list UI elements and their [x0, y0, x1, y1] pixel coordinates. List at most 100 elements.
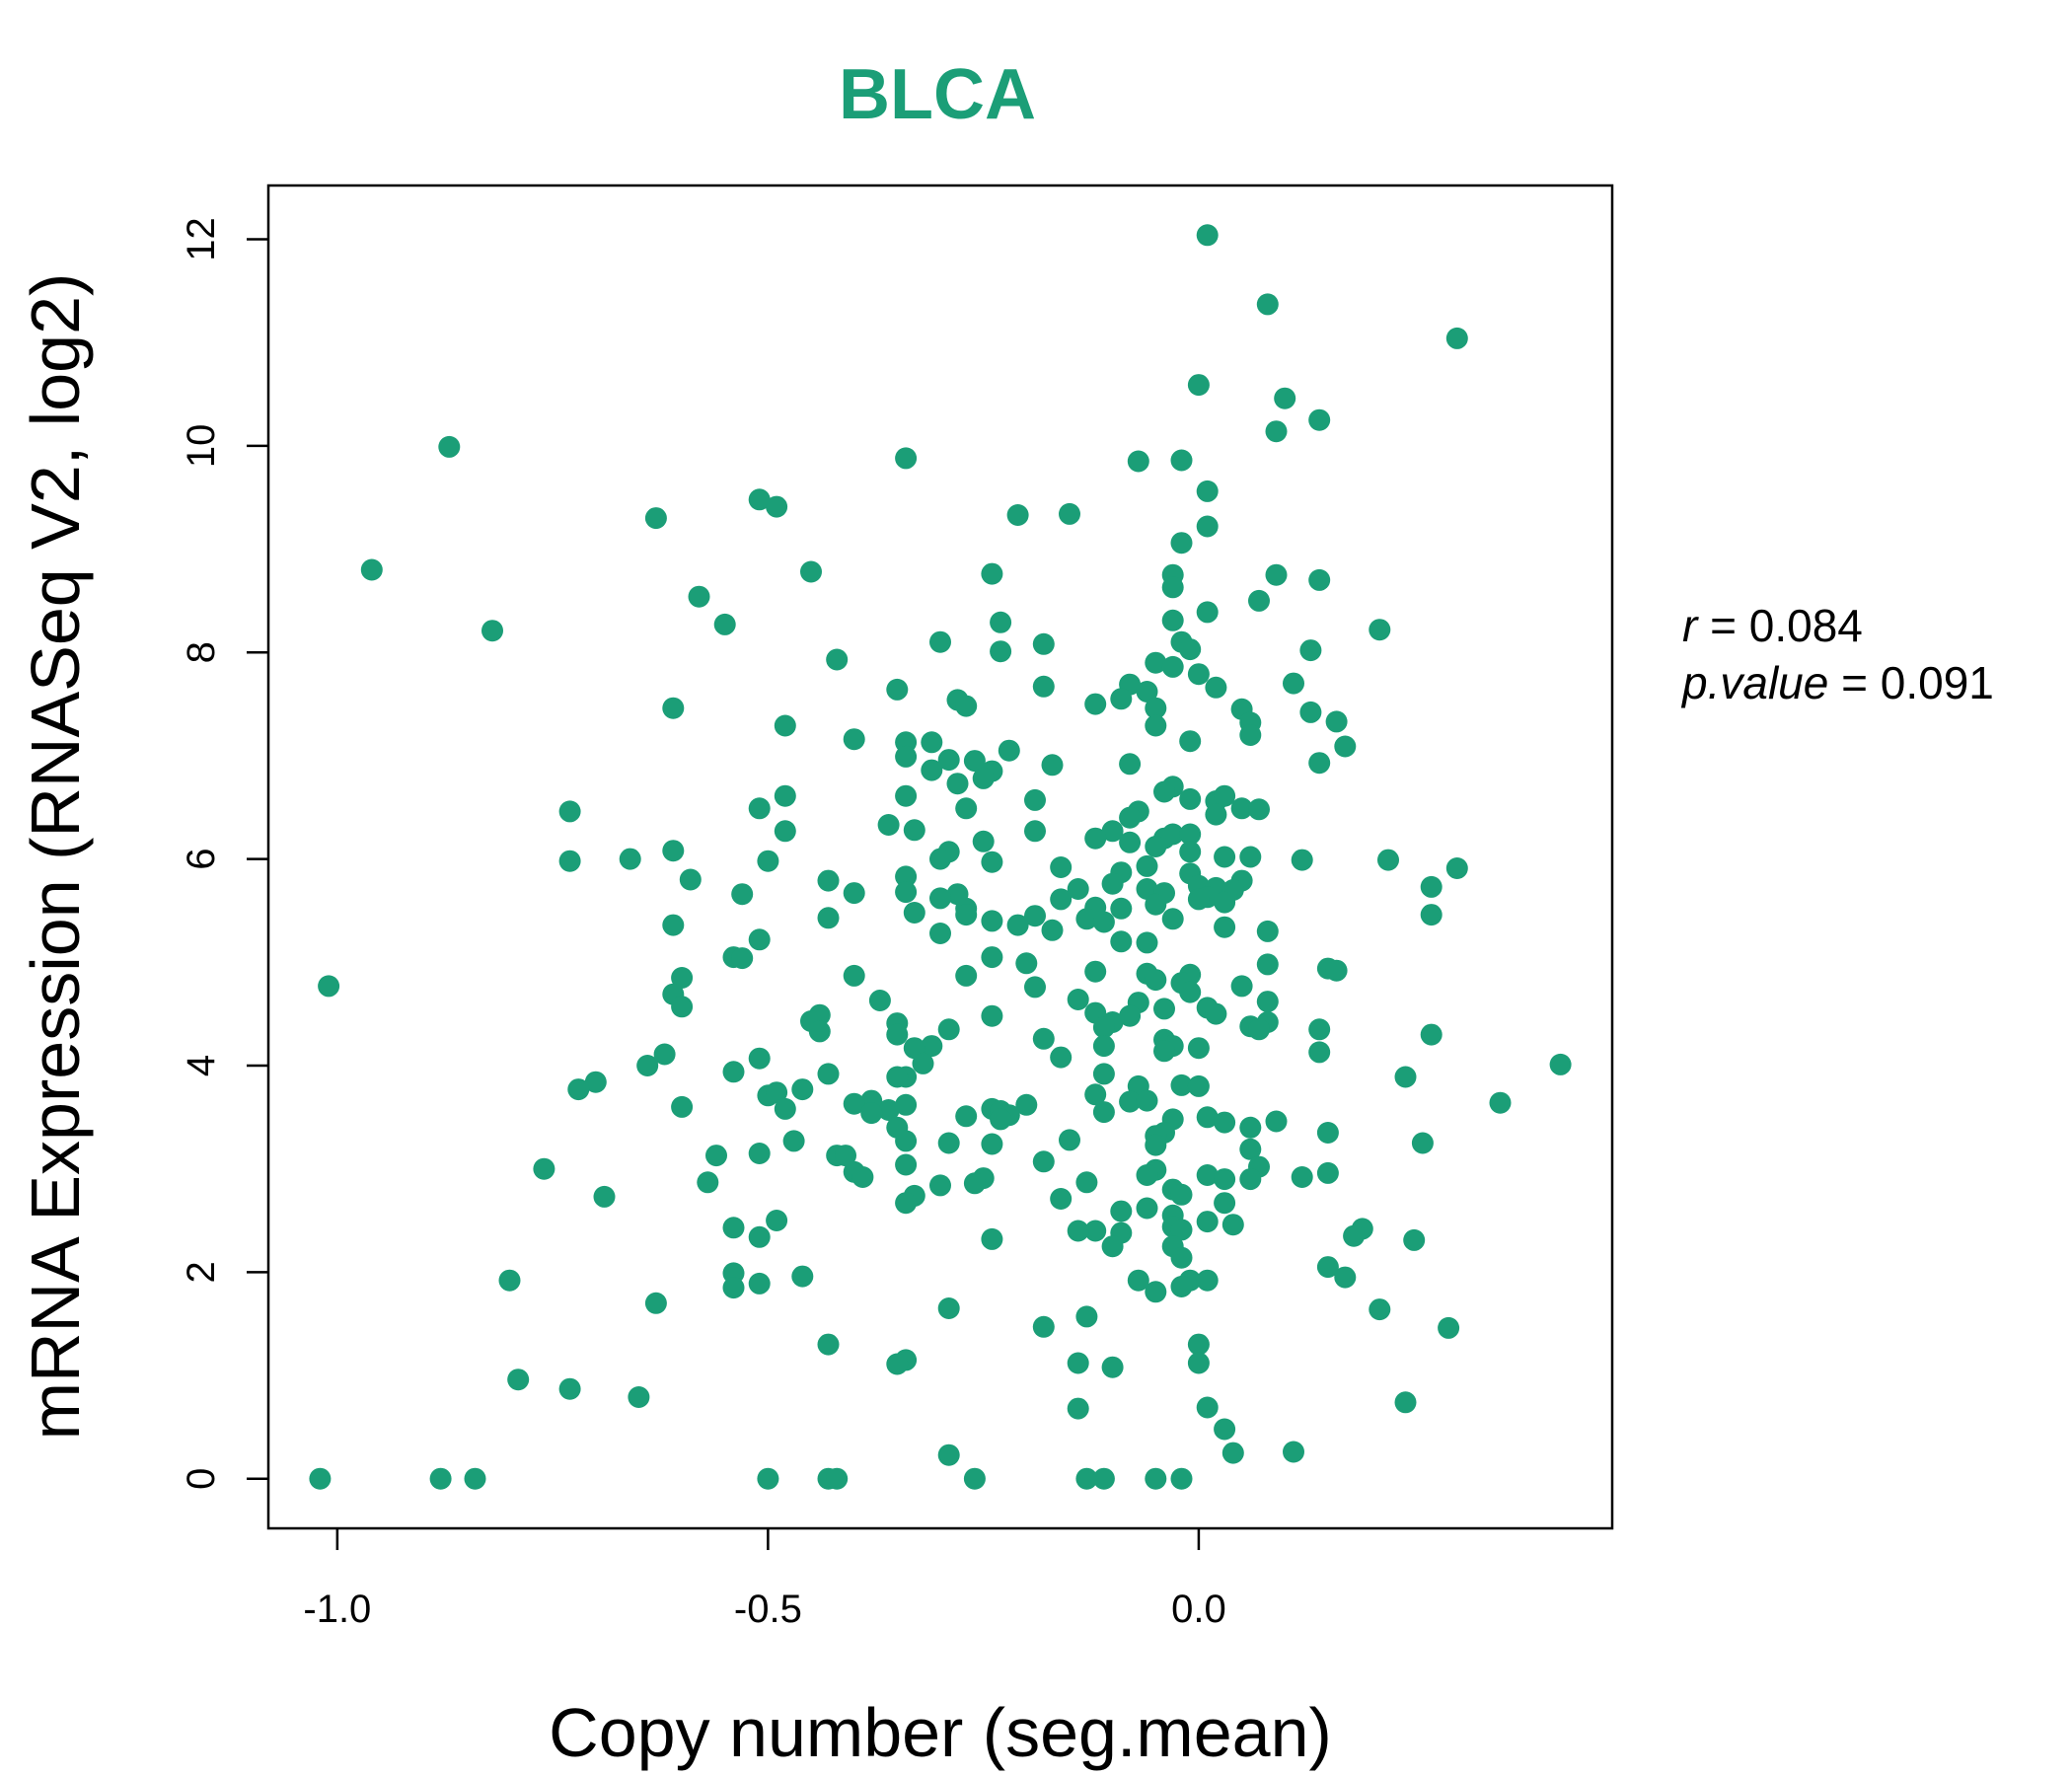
data-point	[593, 1185, 616, 1208]
data-point	[1214, 1192, 1236, 1215]
data-point	[1187, 663, 1210, 686]
data-point	[843, 882, 865, 905]
y-tick-label: 0	[180, 1468, 223, 1490]
data-point	[1032, 632, 1055, 655]
data-point	[628, 1386, 650, 1408]
data-point	[1092, 1016, 1115, 1039]
data-point	[1214, 784, 1236, 807]
data-point	[972, 767, 995, 789]
data-point	[955, 964, 978, 987]
data-point	[1145, 1467, 1167, 1490]
data-point	[1110, 688, 1133, 710]
data-point	[1221, 1214, 1244, 1236]
data-point	[1161, 908, 1184, 930]
plot-frame	[266, 184, 1614, 1530]
data-point	[990, 611, 1012, 633]
data-point	[1067, 989, 1089, 1010]
data-point	[498, 1269, 521, 1292]
data-point	[1145, 1134, 1167, 1156]
data-point	[843, 1092, 865, 1115]
data-point	[981, 1133, 1003, 1155]
data-point	[1179, 823, 1202, 846]
data-point	[1420, 875, 1443, 898]
y-axis: 0 2 4 6 8 10 12	[180, 217, 268, 1490]
data-point	[1145, 714, 1167, 737]
data-point	[955, 1105, 978, 1128]
data-point	[1187, 1074, 1210, 1097]
data-point	[1394, 1066, 1417, 1088]
data-point	[1170, 532, 1193, 555]
data-point	[748, 1272, 771, 1295]
data-point	[886, 1023, 909, 1046]
data-point	[946, 773, 969, 795]
x-tick-label: -0.5	[734, 1588, 802, 1631]
data-point	[1248, 1018, 1270, 1041]
data-point	[1050, 888, 1073, 911]
data-point	[1101, 820, 1124, 843]
data-point	[309, 1467, 332, 1490]
data-point	[937, 1443, 960, 1466]
data-point	[1145, 836, 1167, 857]
data-point	[817, 1333, 840, 1356]
data-point	[1119, 1090, 1142, 1113]
data-point	[981, 1004, 1003, 1027]
y-tick-label: 6	[180, 848, 223, 869]
data-point	[757, 1467, 779, 1490]
data-point	[713, 613, 736, 635]
data-point	[697, 1171, 719, 1194]
data-point	[1196, 224, 1219, 247]
data-point	[1075, 1171, 1098, 1194]
data-point	[1394, 1391, 1417, 1414]
data-point	[1299, 701, 1322, 723]
data-point	[1239, 724, 1262, 746]
data-point	[1075, 1305, 1098, 1328]
data-point	[1283, 1441, 1304, 1463]
data-point	[1411, 1132, 1434, 1154]
data-point	[921, 759, 943, 781]
data-point	[929, 923, 951, 944]
data-point	[644, 1292, 667, 1314]
data-point	[1092, 1063, 1115, 1085]
data-point	[1283, 672, 1304, 695]
data-point	[757, 850, 779, 872]
data-point	[817, 907, 840, 929]
data-point	[1170, 1073, 1193, 1096]
data-point	[929, 848, 951, 870]
data-point	[1248, 589, 1270, 612]
data-point	[567, 1078, 590, 1101]
data-point	[1179, 841, 1202, 863]
data-point	[895, 745, 918, 768]
data-point	[1334, 1266, 1357, 1289]
data-point	[1145, 893, 1167, 916]
data-point	[912, 1052, 934, 1074]
data-point	[1291, 849, 1313, 871]
data-point	[955, 695, 978, 717]
p-value-stat: p.value = 0.091	[1680, 657, 1994, 708]
data-point	[766, 495, 788, 518]
data-point	[1145, 1281, 1167, 1303]
data-point	[903, 902, 925, 924]
data-point	[1145, 697, 1167, 719]
data-point	[1196, 515, 1219, 538]
data-point	[895, 881, 918, 904]
data-point	[1214, 1111, 1236, 1134]
data-point	[791, 1265, 814, 1288]
data-point	[748, 928, 771, 951]
data-point	[1075, 908, 1098, 930]
data-point	[817, 869, 840, 892]
data-point	[929, 887, 951, 910]
data-point	[1239, 1138, 1262, 1160]
data-point	[1170, 1219, 1193, 1241]
x-axis-label: Copy number (seg.mean)	[549, 1694, 1332, 1771]
data-point	[1445, 327, 1468, 349]
data-point	[619, 848, 641, 870]
data-point	[1110, 930, 1133, 953]
data-point	[895, 1093, 918, 1116]
data-point	[1239, 846, 1262, 868]
data-point	[1230, 797, 1253, 820]
data-point	[1032, 1150, 1055, 1173]
data-point	[1059, 1129, 1080, 1151]
data-point	[1334, 735, 1357, 758]
data-point	[1179, 638, 1202, 661]
data-point	[1032, 675, 1055, 698]
